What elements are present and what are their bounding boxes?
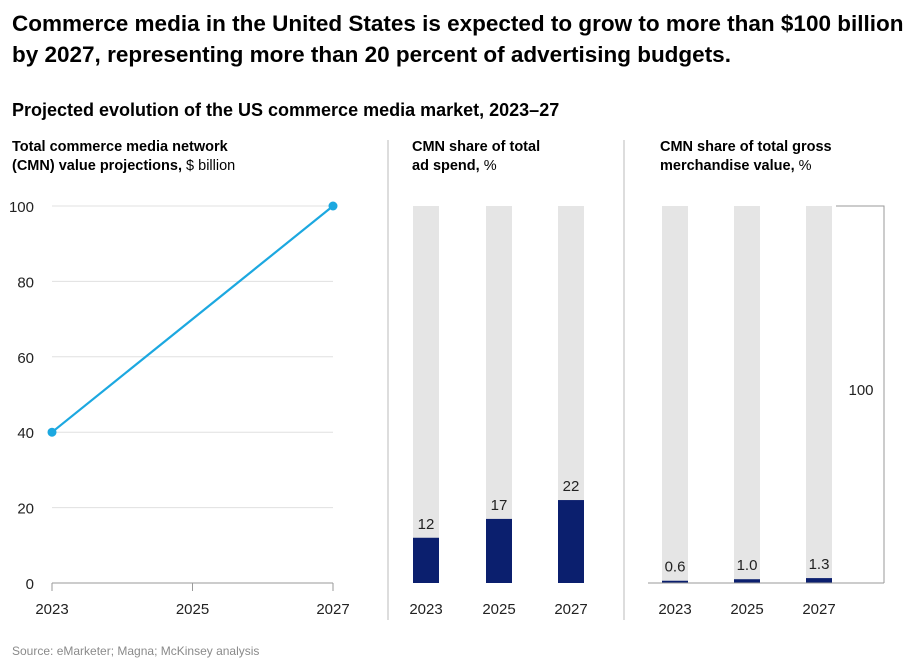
x-tick-label: 2025 (176, 601, 209, 618)
gmv-x-tick-label: 2027 (802, 601, 835, 618)
y-tick-label: 80 (17, 274, 34, 291)
source-note: Source: eMarketer; Magna; McKinsey analy… (12, 644, 260, 658)
ad-spend-data-label: 17 (491, 497, 508, 514)
panel-2-title-line-2: ad spend, (412, 158, 480, 174)
gmv-data-label: 0.6 (665, 559, 686, 576)
ad-spend-data-label: 22 (563, 478, 580, 495)
x-tick-label: 2023 (35, 601, 68, 618)
reference-label: 100 (848, 382, 873, 399)
gmv-bar-background (734, 206, 760, 583)
y-tick-label: 100 (9, 199, 34, 216)
gmv-bar (806, 578, 832, 583)
ad-spend-x-tick-label: 2025 (482, 601, 515, 618)
ad-spend-bar (413, 537, 439, 583)
panel-1-title-unit: $ billion (186, 158, 236, 174)
gmv-bar-background (662, 206, 688, 583)
gmv-x-tick-label: 2023 (658, 601, 691, 618)
y-tick-label: 20 (17, 501, 34, 518)
panel-3-title-line-2: merchandise value, (660, 158, 795, 174)
panel-3-title: CMN share of total gross merchandise val… (660, 138, 832, 176)
ad-spend-bar-background (413, 206, 439, 583)
y-tick-label: 40 (17, 425, 34, 442)
panel-1-title-line-2: (CMN) value projections, (12, 158, 182, 174)
ad-spend-bar (558, 500, 584, 583)
panel-2-title-unit: % (483, 158, 497, 174)
panel-1-title-line-1: Total commerce media network (12, 139, 228, 155)
reference-bracket (836, 205, 885, 583)
ad-spend-bar (486, 518, 512, 583)
panel-3-title-line-1: CMN share of total gross (660, 139, 832, 155)
ad-spend-x-tick-label: 2023 (409, 601, 442, 618)
gmv-bar (662, 580, 688, 583)
y-tick-label: 60 (17, 350, 34, 367)
series-line (51, 205, 334, 434)
gmv-x-tick-label: 2025 (730, 601, 763, 618)
panel-2-title: CMN share of total ad spend, % (412, 138, 540, 176)
gmv-bar-background (806, 206, 832, 583)
y-tick-label: 0 (26, 576, 34, 593)
ad-spend-x-tick-label: 2027 (554, 601, 587, 618)
panel-1-title: Total commerce media network (CMN) value… (12, 138, 235, 176)
x-tick-label: 2027 (316, 601, 349, 618)
panel-2-title-line-1: CMN share of total (412, 139, 541, 155)
series-point (47, 427, 57, 437)
series-point (328, 201, 338, 211)
chart-subtitle: Projected evolution of the US commerce m… (12, 100, 560, 120)
gmv-bar (734, 579, 760, 583)
ad-spend-data-label: 12 (418, 516, 435, 533)
panel-3-title-unit: % (798, 158, 812, 174)
headline: Commerce media in the United States is e… (12, 11, 904, 67)
gmv-data-label: 1.0 (737, 557, 758, 574)
gmv-data-label: 1.3 (809, 556, 830, 573)
